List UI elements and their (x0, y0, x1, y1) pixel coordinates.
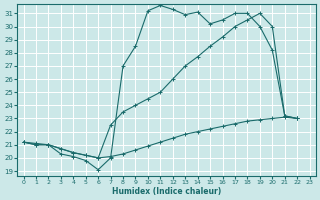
X-axis label: Humidex (Indice chaleur): Humidex (Indice chaleur) (112, 187, 221, 196)
